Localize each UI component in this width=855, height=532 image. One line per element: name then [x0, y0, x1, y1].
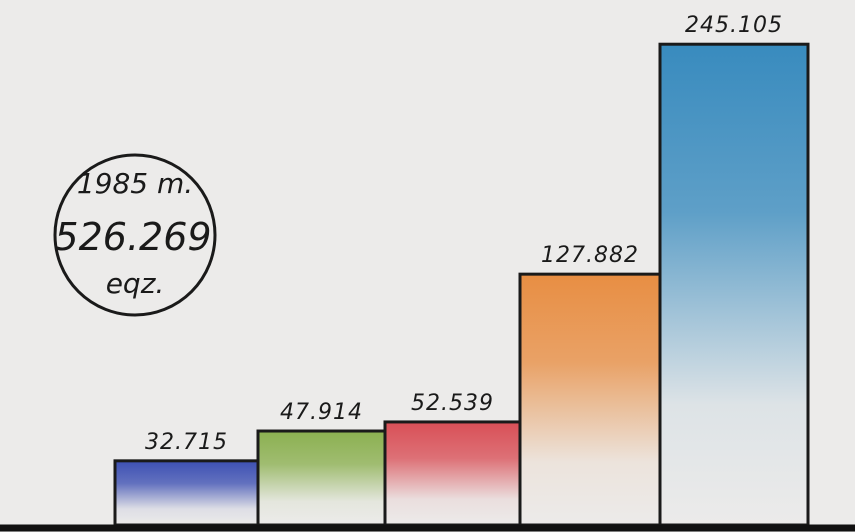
value-label: 127.882 — [541, 243, 639, 268]
value-label: 47.914 — [280, 400, 363, 425]
bar — [518, 272, 662, 527]
bar — [113, 459, 260, 527]
bar — [383, 420, 522, 527]
bar — [256, 429, 387, 527]
bar — [658, 42, 810, 527]
annotation-total: 526.269 — [54, 215, 211, 259]
value-label: 32.715 — [145, 430, 228, 455]
annotation-unit: eqz. — [106, 267, 165, 300]
annotation-year: 1985 m. — [77, 167, 193, 200]
value-label: 52.539 — [411, 391, 494, 416]
total-circle — [53, 153, 217, 317]
value-label: 245.105 — [685, 13, 783, 38]
